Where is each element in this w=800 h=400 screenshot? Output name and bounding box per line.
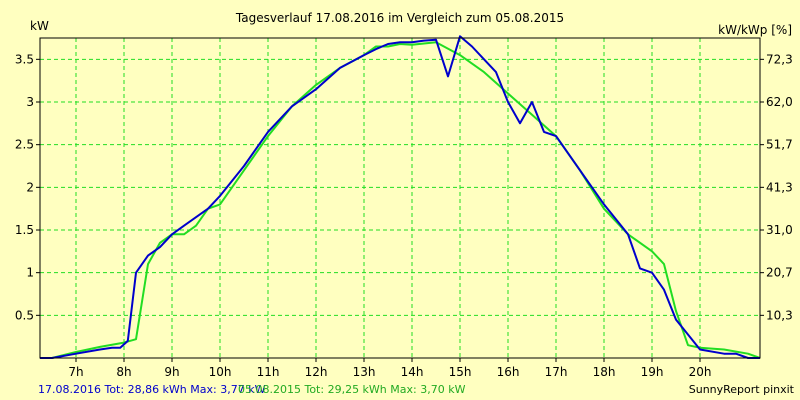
plot-frame <box>39 37 761 359</box>
right-y-tick-label-51,7: 51,7 <box>766 138 793 152</box>
footer-text-2015: 05.08.2015 Tot: 29,25 kWh Max: 3,70 kW <box>238 383 466 396</box>
left-y-tick-label-1.5: 1.5 <box>15 223 34 237</box>
left-y-tick-label-2: 2 <box>26 180 34 194</box>
right-y-tick-label-20,7: 20,7 <box>766 266 793 280</box>
right-y-tick-label-72,3: 72,3 <box>766 52 793 66</box>
right-y-tick-label-10,3: 10,3 <box>766 308 793 322</box>
x-tick-label-16h: 16h <box>497 365 520 379</box>
x-tick-label-11h: 11h <box>257 365 280 379</box>
series-lines <box>40 35 761 359</box>
left-y-tick-label-0.5: 0.5 <box>15 308 34 322</box>
chart-title: Tagesverlauf 17.08.2016 im Vergleich zum… <box>235 11 564 25</box>
x-tick-label-19h: 19h <box>641 365 664 379</box>
left-y-tick-label-2.5: 2.5 <box>15 138 34 152</box>
series-line-17.08.2016 <box>40 35 760 359</box>
right-y-tick-label-41,3: 41,3 <box>766 180 793 194</box>
left-y-tick-label-3: 3 <box>26 95 34 109</box>
x-tick-label-12h: 12h <box>305 365 328 379</box>
left-y-tick-label-1: 1 <box>26 266 34 280</box>
grid-lines <box>40 38 760 358</box>
x-axis-ticks: 7h 8h 9h 10h 11h 12h 13h 14h 15h 16h 17h 18h 19h 20h <box>68 358 711 379</box>
x-tick-label-15h: 15h <box>449 365 472 379</box>
x-tick-label-20h: 20h <box>689 365 712 379</box>
right-axis-unit-label: kW/kWp [%] <box>718 23 792 37</box>
x-tick-label-8h: 8h <box>116 365 131 379</box>
x-tick-label-17h: 17h <box>545 365 568 379</box>
x-tick-label-14h: 14h <box>401 365 424 379</box>
left-axis-unit-label: kW <box>30 19 49 33</box>
footer-credit: SunnyReport pinxit <box>689 383 795 396</box>
x-tick-label-10h: 10h <box>209 365 232 379</box>
left-y-tick-label-3.5: 3.5 <box>15 52 34 66</box>
right-y-tick-label-62,0: 62,0 <box>766 95 793 109</box>
x-tick-label-18h: 18h <box>593 365 616 379</box>
right-y-tick-label-31,0: 31,0 <box>766 223 793 237</box>
x-tick-label-7h: 7h <box>68 365 83 379</box>
left-y-axis-ticks: 0.5 1 1.5 2 2.5 3 3.5 <box>15 52 40 322</box>
x-tick-label-9h: 9h <box>164 365 179 379</box>
right-y-axis-ticks: 10,3 20,7 31,0 41,3 51,7 62,0 72,3 <box>760 52 793 322</box>
plot-border <box>39 37 761 359</box>
x-tick-label-13h: 13h <box>353 365 376 379</box>
footer-text-2016: 17.08.2016 Tot: 28,86 kWh Max: 3,77 kW <box>38 383 266 396</box>
